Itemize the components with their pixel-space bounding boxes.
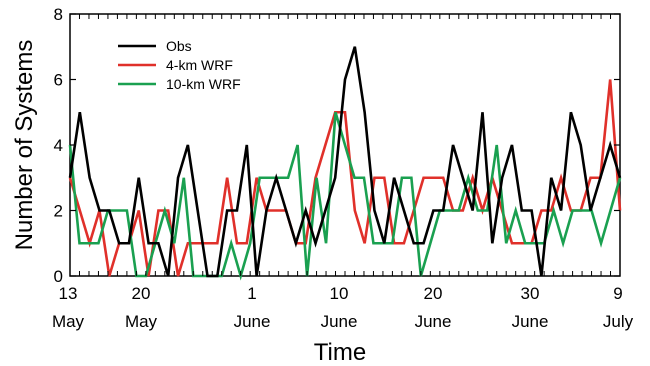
x-tick-label-day: 20 <box>132 284 151 303</box>
x-tick-label-month: May <box>125 312 158 331</box>
x-tick-label-day: 9 <box>613 284 622 303</box>
x-tick-label-month: June <box>234 312 271 331</box>
x-tick-label-month: June <box>321 312 358 331</box>
y-tick-label: 2 <box>54 202 63 221</box>
x-tick-label-day: 10 <box>330 284 349 303</box>
x-tick-label-day: 30 <box>521 284 540 303</box>
y-tick-label: 4 <box>54 136 63 155</box>
x-tick-label-month: May <box>52 312 85 331</box>
legend-label: 4-km WRF <box>166 57 233 73</box>
x-tick-label-day: 1 <box>247 284 256 303</box>
y-axis-ticks: 0 2 4 6 8 <box>54 5 620 286</box>
y-tick-label: 8 <box>54 5 63 24</box>
x-tick-label-day: 20 <box>424 284 443 303</box>
legend-label: 10-km WRF <box>166 76 241 92</box>
y-tick-label: 6 <box>54 71 63 90</box>
x-tick-label-month: June <box>415 312 452 331</box>
x-axis-label: Time <box>314 339 366 366</box>
legend-label: Obs <box>166 38 192 54</box>
y-tick-label: 0 <box>54 267 63 286</box>
series-group <box>68 46 622 281</box>
x-tick-label-day: 13 <box>59 284 78 303</box>
plot-area <box>68 13 622 281</box>
series-line-obs <box>68 46 622 278</box>
x-tick-label-month: June <box>512 312 549 331</box>
y-axis-label: Number of Systems <box>11 40 38 251</box>
x-tick-label-month: July <box>603 312 634 331</box>
series-line-10-km-wrf <box>68 111 622 281</box>
legend: Obs 4-km WRF 10-km WRF <box>118 38 241 92</box>
